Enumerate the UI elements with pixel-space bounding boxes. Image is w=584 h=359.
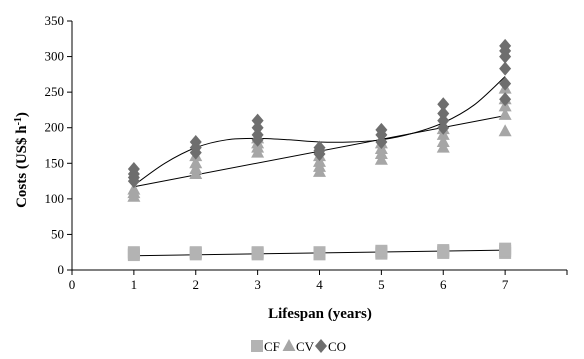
data-point-cv <box>498 124 512 137</box>
x-tick-label: 1 <box>131 277 138 292</box>
x-axis-ticks: 0 1 2 3 4 5 6 7 <box>69 270 568 292</box>
series-co <box>127 38 512 189</box>
y-axis-title: Costs (US$ h-1) <box>13 112 30 208</box>
data-point-co <box>251 127 264 142</box>
data-point-cv <box>127 182 141 195</box>
y-tick-label: 250 <box>45 84 65 99</box>
data-point-co <box>189 134 202 149</box>
y-axis-ticks: 0 50 100 150 200 250 300 350 <box>45 13 72 277</box>
data-point-cf <box>437 244 450 257</box>
data-point-cv <box>436 134 450 147</box>
data-point-co <box>499 38 512 53</box>
data-point-co <box>499 92 512 107</box>
y-tick-label: 200 <box>45 120 65 135</box>
y-tick-label: 100 <box>45 191 65 206</box>
legend-item-co: CO <box>315 339 346 354</box>
legend-marker-cv <box>282 339 296 351</box>
data-point-co <box>127 161 140 176</box>
data-point-cf <box>499 242 512 255</box>
legend-marker-co <box>315 339 327 353</box>
data-point-cf <box>127 246 140 259</box>
data-points <box>127 38 512 262</box>
x-axis-title: Lifespan (years) <box>268 306 372 322</box>
y-axis-title-main: Costs (US$ h <box>14 125 30 208</box>
data-point-co <box>499 76 512 91</box>
data-point-co <box>375 134 388 149</box>
legend-label-cv: CV <box>296 339 315 354</box>
legend-item-cf: CF <box>251 339 280 354</box>
y-tick-label: 50 <box>51 226 64 241</box>
data-point-co <box>375 122 388 137</box>
y-tick-label: 0 <box>58 262 65 277</box>
x-tick-label: 4 <box>316 277 323 292</box>
x-tick-label: 3 <box>254 277 261 292</box>
legend-item-cv: CV <box>282 339 315 354</box>
data-point-cv <box>498 107 512 120</box>
data-point-cv <box>189 156 203 169</box>
legend-marker-cf <box>251 340 263 352</box>
y-axis-title-close: ) <box>14 112 30 117</box>
x-tick-label: 5 <box>378 277 385 292</box>
y-tick-label: 300 <box>45 49 65 64</box>
legend-label-co: CO <box>328 339 346 354</box>
x-tick-label: 0 <box>69 277 76 292</box>
data-point-co <box>251 120 264 135</box>
data-point-cf <box>375 244 388 257</box>
y-tick-label: 350 <box>45 13 65 28</box>
y-tick-label: 150 <box>45 155 65 170</box>
data-point-co <box>499 61 512 76</box>
data-point-cf <box>189 246 202 259</box>
data-point-cf <box>313 246 326 259</box>
x-tick-label: 2 <box>193 277 200 292</box>
legend-label-cf: CF <box>264 339 280 354</box>
data-point-co <box>437 97 450 112</box>
data-point-co <box>251 113 264 128</box>
data-point-co <box>437 120 450 135</box>
legend: CF CV CO <box>251 339 346 354</box>
data-point-co <box>313 140 326 155</box>
x-tick-label: 6 <box>440 277 447 292</box>
data-point-co <box>437 113 450 128</box>
data-point-cf <box>251 246 264 259</box>
series-cf <box>127 242 512 262</box>
x-tick-label: 7 <box>502 277 509 292</box>
y-axis-title-superscript: -1 <box>13 117 24 125</box>
data-point-co <box>437 106 450 121</box>
